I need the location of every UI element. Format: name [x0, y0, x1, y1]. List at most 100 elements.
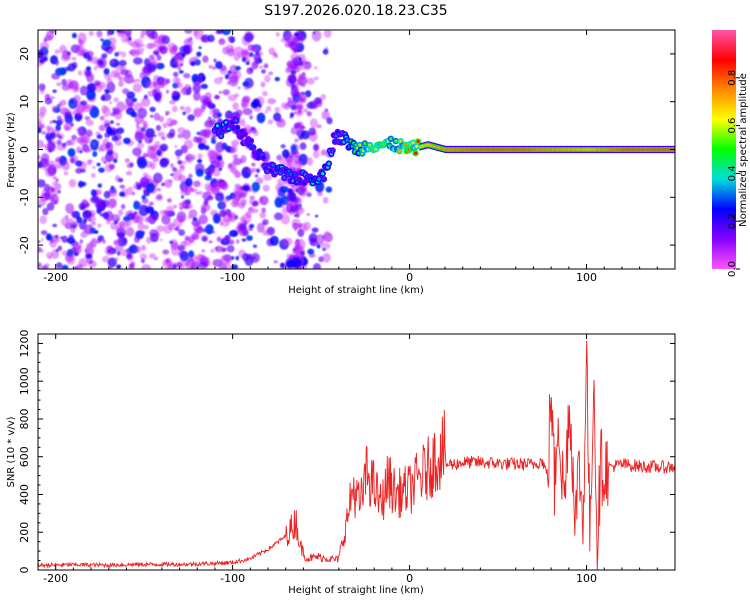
noise-blob: [109, 58, 120, 68]
ridge-core: [235, 126, 239, 130]
ridge-band-core: [623, 148, 626, 151]
ridge-band-core: [629, 148, 632, 151]
ridge-band-core: [624, 148, 627, 151]
noise-blob: [133, 200, 141, 210]
noise-blob: [193, 30, 204, 40]
colorbar-tick-label: 0.8: [727, 70, 738, 86]
noise-blob: [85, 66, 92, 72]
spectrogram-marks: [38, 30, 675, 269]
noise-blob: [139, 253, 147, 261]
noise-blob: [294, 214, 298, 217]
noise-blob: [226, 258, 232, 265]
noise-blob: [188, 173, 193, 179]
noise-blob: [294, 91, 301, 96]
ridge-band-core: [431, 144, 434, 148]
noise-blob: [79, 85, 89, 96]
noise-blob: [321, 242, 331, 250]
noise-blob: [193, 55, 199, 60]
ridge-band-core: [585, 148, 587, 151]
ridge-band-core: [538, 148, 540, 151]
noise-blob: [237, 86, 241, 90]
noise-blob: [213, 158, 221, 167]
ridge-core: [269, 169, 273, 173]
noise-blob: [161, 35, 170, 45]
ridge-band-core: [440, 147, 442, 150]
ridge-band-core: [662, 148, 664, 151]
noise-blob: [176, 155, 180, 160]
ridge-band-core: [439, 146, 441, 150]
noise-blob: [57, 245, 63, 251]
noise-blob: [41, 49, 46, 55]
noise-blob: [154, 256, 159, 261]
noise-blob: [227, 36, 232, 42]
noise-blob: [266, 226, 275, 236]
noise-blob: [96, 162, 101, 167]
noise-blob: [102, 138, 109, 146]
noise-blob: [315, 214, 319, 218]
ridge-band-core: [428, 143, 430, 147]
noise-blob: [222, 89, 230, 96]
ridge-band-core: [647, 148, 649, 151]
colorbar: 0.0 0.2 0.4 0.6 0.8 Normalized spectral ampl…: [712, 30, 749, 277]
ridge-band-core: [513, 148, 515, 151]
noise-blob: [39, 158, 49, 168]
noise-blob: [141, 264, 152, 269]
noise-blob: [76, 146, 82, 154]
noise-blob: [145, 42, 154, 50]
noise-blob: [218, 38, 226, 46]
noise-blob: [106, 245, 114, 252]
ridge-band-core: [634, 148, 637, 151]
noise-blob: [87, 247, 92, 251]
noise-blob: [70, 157, 75, 164]
noise-blob: [235, 255, 240, 261]
ridge-band-core: [486, 148, 488, 151]
ridge-band-core: [555, 148, 558, 151]
ridge-band-core: [551, 148, 554, 151]
noise-blob: [248, 227, 253, 231]
noise-blob: [113, 158, 118, 164]
noise-blob: [143, 132, 154, 144]
ridge-core: [239, 135, 243, 139]
noise-blob: [118, 80, 124, 87]
noise-blob: [313, 263, 321, 269]
noise-blob: [126, 170, 133, 176]
noise-blob: [120, 69, 129, 76]
ridge-band-core: [452, 148, 455, 151]
noise-blob: [176, 262, 183, 268]
noise-blob: [101, 93, 112, 102]
noise-blob: [50, 187, 55, 193]
noise-blob: [241, 48, 249, 56]
noise-blob: [249, 115, 253, 120]
noise-blob: [248, 207, 253, 212]
noise-blob: [197, 153, 203, 160]
noise-blob: [232, 193, 241, 205]
x-tick-label: 0: [406, 271, 413, 284]
noise-blob: [134, 114, 145, 124]
noise-blob: [233, 187, 241, 196]
noise-blob: [195, 168, 204, 177]
noise-blob: [197, 158, 203, 164]
noise-blob: [235, 171, 242, 178]
ridge-band-core: [549, 148, 551, 151]
noise-blob: [219, 76, 223, 80]
noise-blob: [39, 41, 50, 51]
noise-blob: [172, 169, 182, 181]
noise-blob: [298, 64, 308, 71]
noise-blob: [141, 65, 152, 77]
noise-blob: [303, 221, 311, 231]
noise-blob: [50, 238, 55, 244]
noise-blob: [67, 148, 76, 158]
ridge-band-core: [597, 148, 600, 151]
noise-blob: [280, 38, 286, 43]
noise-blob: [306, 157, 314, 166]
noise-blob: [78, 180, 84, 188]
noise-blob: [222, 263, 232, 269]
noise-blob: [45, 233, 52, 241]
noise-blob: [110, 185, 115, 191]
ridge-core: [399, 139, 403, 143]
x-tick-label: 100: [576, 271, 597, 284]
ridge-band-core: [560, 148, 563, 151]
noise-blob: [86, 72, 95, 83]
ridge-band-core: [603, 148, 606, 151]
